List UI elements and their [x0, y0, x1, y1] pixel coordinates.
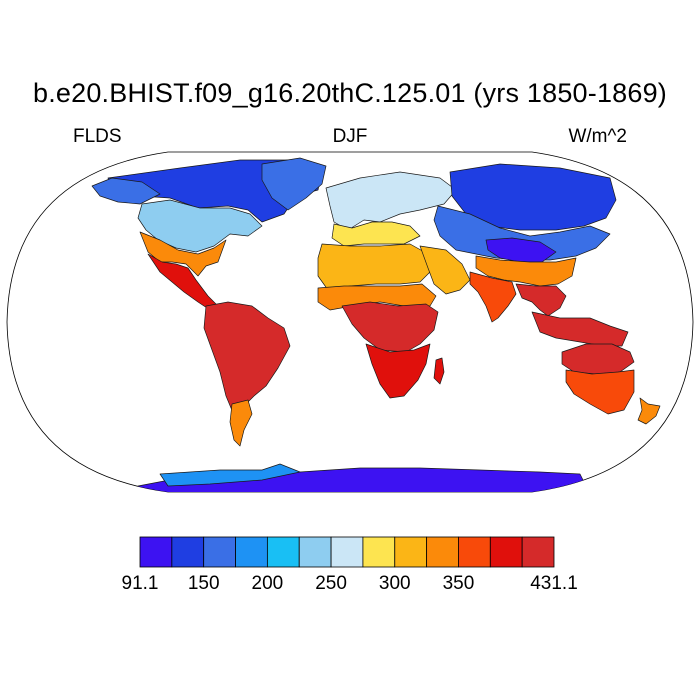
- region-europe: [325, 171, 457, 231]
- colorbar-swatch: [521, 536, 555, 568]
- region-madagascar: [433, 357, 445, 385]
- colorbar: [139, 536, 555, 568]
- colorbar-tick-label: 431.1: [530, 573, 578, 594]
- colorbar-swatch: [203, 536, 236, 568]
- colorbar-tick-label: 91.1: [121, 573, 159, 594]
- colorbar-swatch: [266, 536, 300, 568]
- colorbar-swatch: [139, 536, 173, 568]
- region-south-america: [203, 301, 291, 421]
- variable-label: FLDS: [73, 126, 122, 147]
- region-southern-africa: [365, 343, 431, 399]
- colorbar-labels: 91.1 150 200 250 300 350 431.1: [0, 573, 700, 599]
- colorbar-swatch: [235, 536, 268, 568]
- region-southeast-asia: [515, 283, 567, 317]
- plot-title: b.e20.BHIST.f09_g16.20thC.125.01 (yrs 18…: [32, 78, 667, 108]
- region-australia-south: [565, 369, 635, 415]
- region-sahara: [317, 243, 433, 291]
- region-new-zealand: [637, 397, 661, 425]
- region-usa-north: [137, 199, 263, 253]
- colorbar-swatch: [394, 536, 428, 568]
- season-label: DJF: [332, 126, 368, 147]
- region-arabia: [419, 245, 471, 295]
- region-indonesia: [531, 311, 629, 347]
- region-mediterranean: [331, 221, 421, 247]
- region-antarctica-coast: [159, 463, 301, 487]
- colorbar-tick-label: 300: [378, 573, 411, 594]
- region-china-south: [475, 255, 577, 287]
- region-sahel: [317, 283, 437, 311]
- colorbar-swatch: [426, 536, 459, 568]
- region-india: [469, 271, 517, 323]
- colorbar-swatch: [458, 536, 491, 568]
- units-label: W/m^2: [568, 126, 627, 147]
- colorbar-tick-label: 250: [315, 573, 347, 594]
- colorbar-tick-label: 150: [187, 573, 220, 594]
- region-alaska: [91, 177, 161, 205]
- colorbar-swatch: [362, 536, 396, 568]
- colorbar-swatch: [171, 536, 205, 568]
- region-patagonia: [229, 399, 253, 447]
- region-greenland: [261, 157, 327, 211]
- region-central-africa: [341, 301, 439, 353]
- colorbar-swatch: [330, 536, 364, 568]
- region-australia-north: [561, 343, 635, 375]
- region-central-asia: [433, 205, 611, 261]
- colorbar-swatch: [298, 536, 332, 568]
- colorbar-tick-label: 200: [251, 573, 284, 594]
- colorbar-swatch: [489, 536, 523, 568]
- colorbar-tick-label: 350: [442, 573, 475, 594]
- land-layer: [91, 157, 661, 492]
